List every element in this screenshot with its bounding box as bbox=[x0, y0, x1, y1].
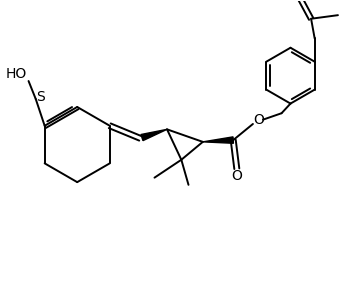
Text: O: O bbox=[231, 169, 242, 183]
Polygon shape bbox=[141, 129, 167, 141]
Polygon shape bbox=[203, 137, 233, 143]
Text: HO: HO bbox=[5, 67, 27, 81]
Text: O: O bbox=[253, 113, 264, 127]
Text: S: S bbox=[35, 90, 45, 104]
